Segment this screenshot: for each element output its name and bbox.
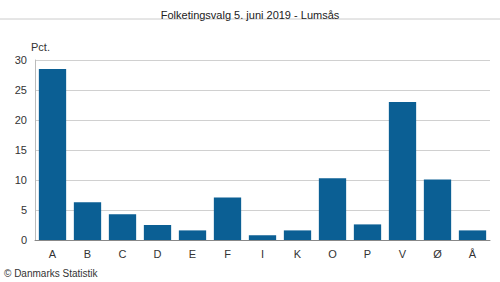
svg-text:10: 10: [15, 174, 27, 186]
svg-text:F: F: [224, 248, 231, 260]
svg-text:E: E: [189, 248, 196, 260]
svg-text:© Danmarks Statistik: © Danmarks Statistik: [4, 268, 99, 279]
svg-text:B: B: [84, 248, 91, 260]
svg-text:Ø: Ø: [433, 248, 442, 260]
svg-text:5: 5: [21, 204, 27, 216]
svg-text:D: D: [154, 248, 162, 260]
svg-text:30: 30: [15, 54, 27, 66]
svg-text:15: 15: [15, 144, 27, 156]
svg-text:K: K: [294, 248, 302, 260]
svg-text:25: 25: [15, 84, 27, 96]
svg-text:C: C: [119, 248, 127, 260]
svg-text:20: 20: [15, 114, 27, 126]
svg-text:O: O: [328, 248, 337, 260]
svg-text:Folketingsvalg 5. juni 2019 -: Folketingsvalg 5. juni 2019 - Lumsås: [161, 9, 340, 21]
svg-text:I: I: [261, 248, 264, 260]
svg-text:0: 0: [21, 234, 27, 246]
svg-text:Pct.: Pct.: [31, 41, 50, 53]
svg-text:Å: Å: [469, 248, 477, 260]
svg-text:A: A: [49, 248, 57, 260]
svg-text:P: P: [364, 248, 371, 260]
svg-text:V: V: [399, 248, 407, 260]
